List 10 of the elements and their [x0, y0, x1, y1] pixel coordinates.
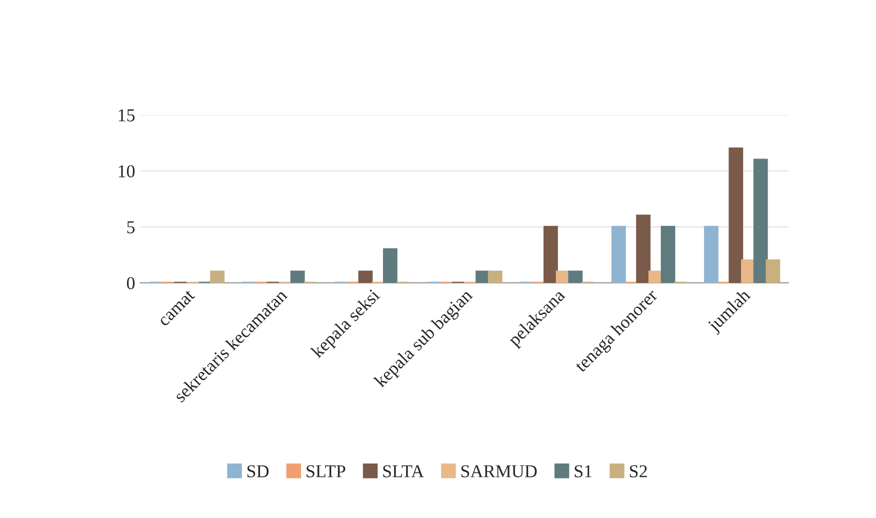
legend-label: SARMUD [461, 465, 537, 478]
y-tick-label: 10 [118, 165, 135, 178]
legend-label: SLTP [306, 465, 346, 478]
y-tick-label: 5 [127, 221, 135, 234]
legend-label: S1 [574, 465, 592, 478]
legend-label: S2 [630, 465, 647, 478]
legend-label: SD [247, 465, 269, 478]
y-tick-label: 15 [118, 109, 135, 122]
y-tick-label: 0 [126, 277, 135, 290]
legend-label: SLTA [383, 465, 424, 478]
